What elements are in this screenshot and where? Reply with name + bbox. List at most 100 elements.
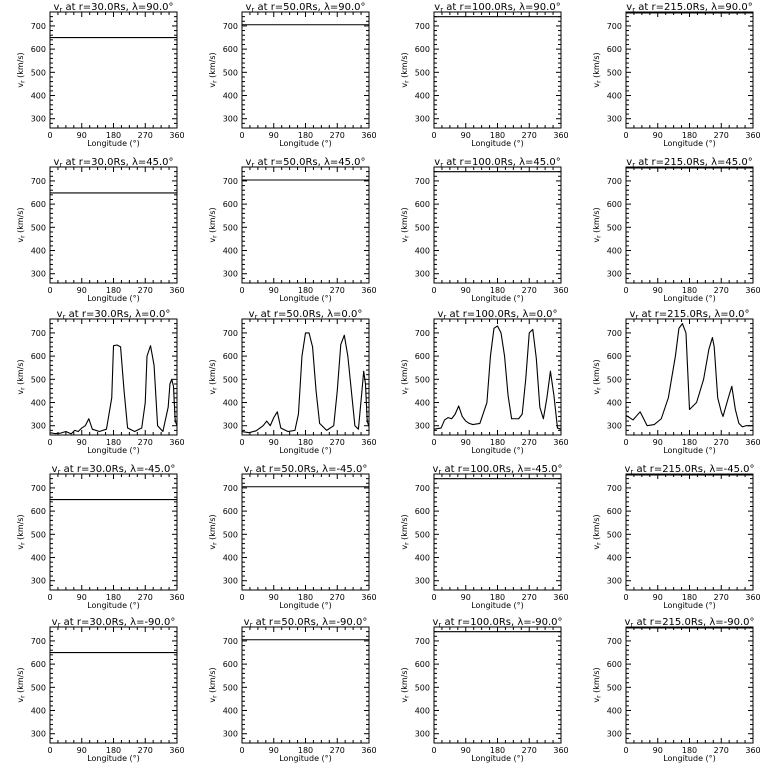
- data-line: [625, 323, 753, 428]
- x-axis-label: Longitude (°): [279, 601, 332, 610]
- x-tick-label: 360: [745, 286, 760, 295]
- panel-title: vr at r=50.0Rs, λ=-90.0°: [244, 617, 368, 629]
- x-tick-label: 90: [77, 746, 87, 755]
- y-tick-label: 700: [415, 177, 430, 186]
- y-tick-label: 500: [415, 530, 430, 539]
- x-tick-label: 180: [298, 286, 313, 295]
- plot-frame: [241, 473, 370, 591]
- panel-6: vr at r=50.0Rs, λ=45.0° 0 90 180 270 360 300 40…: [208, 157, 377, 303]
- y-tick-label: 600: [31, 352, 46, 361]
- x-axis-label: Longitude (°): [471, 139, 524, 148]
- x-axis-label: Longitude (°): [87, 754, 140, 763]
- x-tick-label: 0: [239, 746, 244, 755]
- y-tick-label: 700: [607, 177, 622, 186]
- x-tick-label: 270: [522, 286, 537, 295]
- x-tick-label: 0: [239, 593, 244, 602]
- plot-frame: [625, 166, 754, 284]
- x-tick-label: 360: [361, 746, 376, 755]
- y-tick-label: 600: [31, 45, 46, 54]
- y-tick-label: 300: [31, 270, 46, 279]
- y-tick-label: 400: [415, 554, 430, 563]
- plot-frame: [625, 318, 754, 436]
- x-tick-label: 0: [47, 131, 52, 140]
- x-tick-label: 90: [653, 593, 663, 602]
- x-axis-label: Longitude (°): [279, 139, 332, 148]
- y-tick-label: 700: [223, 177, 238, 186]
- x-tick-label: 270: [714, 131, 729, 140]
- y-tick-label: 700: [31, 329, 46, 338]
- x-tick-label: 270: [714, 286, 729, 295]
- y-tick-label: 400: [607, 92, 622, 101]
- plot-frame: [433, 473, 562, 591]
- y-tick-label: 600: [415, 45, 430, 54]
- y-axis-label: vr (km/s): [592, 667, 603, 702]
- plot-frame: [49, 11, 178, 129]
- y-axis-label: vr (km/s): [16, 667, 27, 702]
- y-tick-label: 600: [607, 660, 622, 669]
- panel-title: vr at r=215.0Rs, λ=45.0°: [626, 157, 752, 169]
- panel-title: vr at r=100.0Rs, λ=45.0°: [434, 157, 560, 169]
- panel-12: vr at r=215.0Rs, λ=0.0° 0 90 180 270 360 300 40…: [592, 309, 761, 455]
- x-tick-label: 180: [490, 593, 505, 602]
- panel-title: vr at r=30.0Rs, λ=0.0°: [57, 309, 171, 321]
- y-tick-label: 400: [223, 707, 238, 716]
- y-tick-label: 400: [415, 399, 430, 408]
- x-tick-label: 180: [106, 286, 121, 295]
- x-tick-label: 180: [106, 593, 121, 602]
- y-tick-label: 500: [607, 530, 622, 539]
- x-tick-label: 90: [77, 286, 87, 295]
- y-tick-label: 300: [223, 422, 238, 431]
- plot-frame: [625, 473, 754, 591]
- x-axis-label: Longitude (°): [471, 601, 524, 610]
- x-tick-label: 180: [490, 286, 505, 295]
- y-tick-label: 300: [223, 730, 238, 739]
- y-tick-label: 300: [415, 730, 430, 739]
- x-tick-label: 270: [522, 131, 537, 140]
- x-tick-label: 360: [361, 131, 376, 140]
- plot-frame: [625, 11, 754, 129]
- x-tick-label: 90: [653, 746, 663, 755]
- plot-frame: [49, 473, 178, 591]
- y-tick-label: 500: [223, 223, 238, 232]
- y-tick-label: 300: [607, 577, 622, 586]
- x-tick-label: 90: [77, 593, 87, 602]
- y-tick-label: 500: [31, 375, 46, 384]
- y-axis-label: vr (km/s): [592, 52, 603, 87]
- x-axis-label: Longitude (°): [663, 294, 716, 303]
- x-tick-label: 180: [298, 746, 313, 755]
- y-tick-label: 600: [415, 352, 430, 361]
- x-tick-label: 270: [714, 593, 729, 602]
- x-tick-label: 270: [330, 438, 345, 447]
- y-tick-label: 500: [223, 375, 238, 384]
- y-tick-label: 500: [607, 223, 622, 232]
- x-axis-label: Longitude (°): [663, 601, 716, 610]
- x-tick-label: 90: [77, 131, 87, 140]
- y-tick-label: 600: [223, 660, 238, 669]
- x-tick-label: 270: [330, 131, 345, 140]
- y-tick-label: 400: [607, 247, 622, 256]
- y-tick-label: 500: [223, 683, 238, 692]
- y-tick-label: 500: [415, 683, 430, 692]
- y-tick-label: 300: [607, 422, 622, 431]
- x-tick-label: 360: [361, 438, 376, 447]
- x-tick-label: 360: [169, 286, 184, 295]
- x-tick-label: 360: [169, 438, 184, 447]
- y-tick-label: 700: [31, 637, 46, 646]
- x-tick-label: 0: [431, 131, 436, 140]
- y-tick-label: 500: [31, 223, 46, 232]
- x-tick-label: 270: [138, 438, 153, 447]
- y-tick-label: 400: [31, 247, 46, 256]
- y-tick-label: 700: [223, 637, 238, 646]
- x-tick-label: 0: [431, 286, 436, 295]
- panel-16: vr at r=215.0Rs, λ=-45.0° 0 90 180 270 360 300…: [592, 464, 761, 610]
- plot-frame: [241, 626, 370, 744]
- x-tick-label: 0: [431, 746, 436, 755]
- x-tick-label: 180: [682, 746, 697, 755]
- x-tick-label: 0: [239, 286, 244, 295]
- x-tick-label: 270: [522, 593, 537, 602]
- y-tick-label: 300: [415, 577, 430, 586]
- y-axis-label: vr (km/s): [208, 52, 219, 87]
- panel-13: vr at r=30.0Rs, λ=-45.0° 0 90 180 270 360 300 4…: [16, 464, 185, 610]
- x-axis-label: Longitude (°): [663, 754, 716, 763]
- x-tick-label: 0: [623, 593, 628, 602]
